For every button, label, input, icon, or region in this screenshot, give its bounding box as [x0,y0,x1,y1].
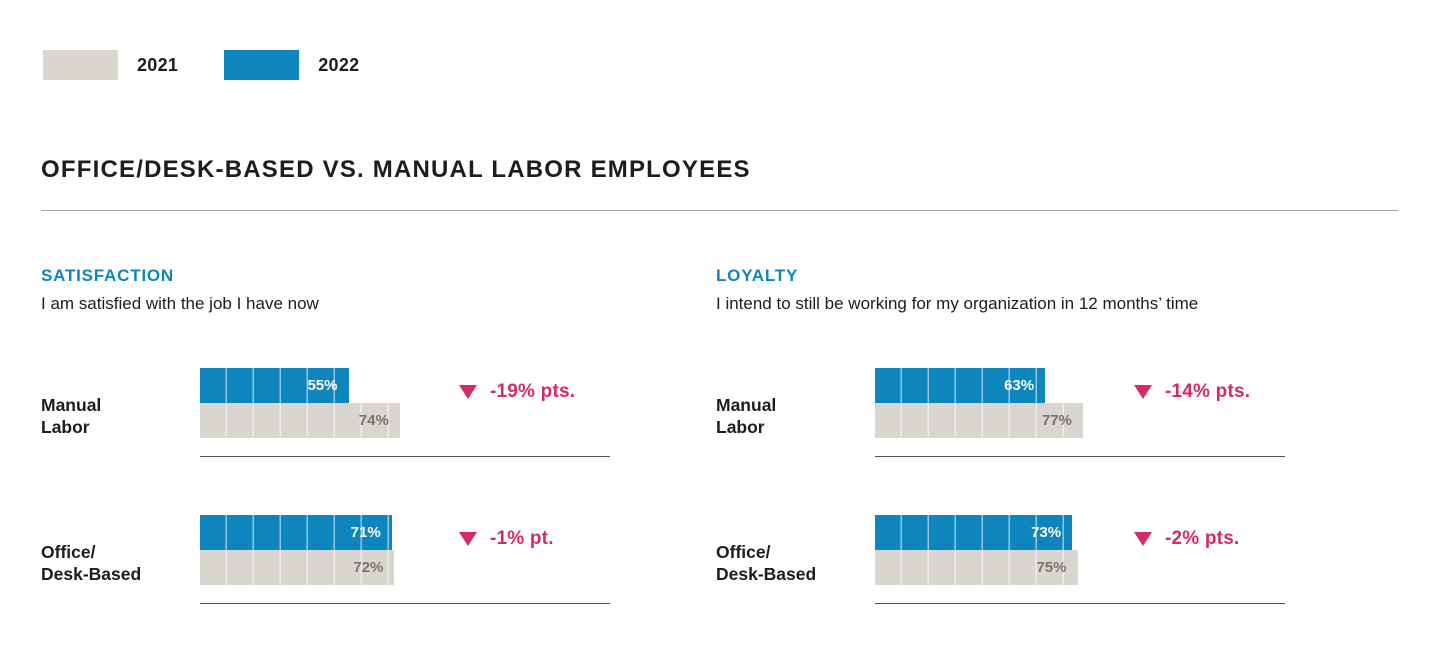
bar-2021: 77% [875,403,1083,438]
legend-label-2021: 2021 [137,54,179,75]
axis-baseline [200,603,610,604]
category-label-line2: Labor [41,417,90,437]
axis-baseline [875,456,1285,457]
bar-2022: 73% [875,515,1073,550]
change-value: -19% pts. [490,381,576,402]
legend-label-2022: 2022 [318,54,360,75]
chart-row-office-desk-based: Office/ Desk-Based 71% 72% -1% pt. [41,515,701,607]
panel-subtitle-loyalty: I intend to still be working for my orga… [716,294,1199,313]
bar-group: 71% 72% [200,515,395,585]
legend-swatch-2022 [224,50,300,80]
bar-group: 73% 75% [875,515,1078,585]
panel-heading-loyalty: LOYALTY [716,266,799,285]
legend: 2021 2022 [43,50,406,80]
bar-2022: 63% [875,368,1046,403]
panel-subtitle-satisfaction: I am satisfied with the job I have now [41,294,319,313]
legend-item-2021: 2021 [43,50,178,80]
change-value: -2% pts. [1165,528,1240,549]
bar-2021: 72% [200,550,395,585]
triangle-down-icon [1134,385,1152,399]
section-title: OFFICE/DESK-BASED VS. MANUAL LABOR EMPLO… [41,156,751,183]
change-indicator: -19% pts. [459,381,575,403]
category-label: Manual Labor [41,394,101,438]
category-label-line2: Labor [716,417,765,437]
axis-baseline [200,456,610,457]
legend-item-2022: 2022 [224,50,359,80]
chart-row-manual-labor: Manual Labor 63% 77% -14% pts. [716,368,1376,460]
chart-row-office-desk-based: Office/ Desk-Based 73% 75% -2% pts. [716,515,1376,607]
category-label-line2: Desk-Based [716,564,817,584]
bar-group: 55% 74% [200,368,400,438]
axis-baseline [875,603,1285,604]
change-value: -1% pt. [490,528,554,549]
category-label-line2: Desk-Based [41,564,142,584]
category-label-line1: Manual [41,395,102,415]
bar-2021: 75% [875,550,1078,585]
category-label-line1: Office/ [41,542,96,562]
category-label: Manual Labor [716,394,776,438]
triangle-down-icon [1134,532,1152,546]
triangle-down-icon [459,385,477,399]
change-value: -14% pts. [1165,381,1251,402]
category-label-line1: Office/ [716,542,771,562]
panel-heading-satisfaction: SATISFACTION [41,266,175,285]
category-label-line1: Manual [716,395,777,415]
bar-group: 63% 77% [875,368,1083,438]
category-label: Office/ Desk-Based [716,541,816,585]
change-indicator: -14% pts. [1134,381,1250,403]
bar-2022: 55% [200,368,349,403]
category-label: Office/ Desk-Based [41,541,141,585]
bar-2022: 71% [200,515,392,550]
change-indicator: -1% pt. [459,528,554,550]
divider-rule [41,210,1398,211]
chart-row-manual-labor: Manual Labor 55% 74% -19% pts. [41,368,701,460]
triangle-down-icon [459,532,477,546]
bar-2021: 74% [200,403,400,438]
legend-swatch-2021 [43,50,118,80]
change-indicator: -2% pts. [1134,528,1239,550]
